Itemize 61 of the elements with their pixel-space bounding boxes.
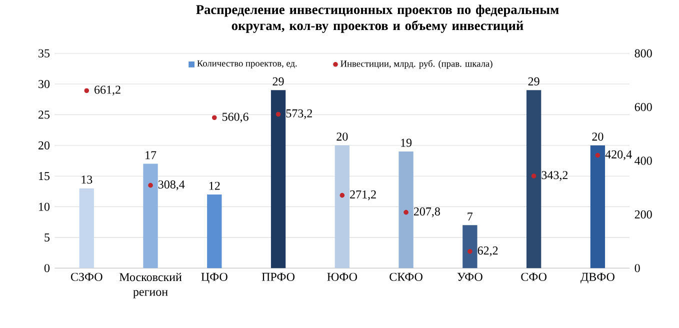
x-tick-label: СЗФО: [70, 272, 102, 281]
data-label: 560,6: [222, 112, 248, 122]
data-label: 20: [336, 132, 348, 141]
data-label: 17: [146, 151, 156, 160]
y-tick-label: 30: [38, 80, 50, 88]
legend-label: Количество проектов, ед.: [197, 60, 297, 68]
y-tick-label: 15: [39, 172, 50, 180]
bar: [526, 90, 542, 268]
point: [212, 115, 217, 120]
point: [340, 192, 345, 198]
y2-tick-label: 200: [634, 210, 652, 218]
data-label: 308,4: [158, 180, 185, 190]
bar: [79, 188, 94, 268]
y-tick-label: 25: [38, 110, 50, 119]
data-label: 29: [272, 77, 284, 86]
data-label: 207,8: [414, 207, 440, 218]
data-label: 573,2: [286, 109, 312, 120]
data-label: 62,2: [478, 246, 498, 256]
x-tick-label: УФО: [457, 272, 482, 281]
x-tick-label: ЮФО: [327, 272, 357, 281]
point: [276, 112, 281, 117]
point: [531, 174, 536, 178]
bar: [462, 225, 478, 268]
y2-tick-label: 0: [634, 264, 640, 272]
data-label: 12: [209, 182, 220, 190]
chart-title: Распределение инвестиционных проектов по федеральным округам, кол-ву проектов и объему инвестиций: [196, 4, 559, 33]
y-tick-label: 35: [38, 49, 50, 58]
x-tick-label: Московский регион: [119, 272, 182, 298]
bar: [590, 145, 606, 268]
bar: [398, 151, 414, 268]
bar: [334, 145, 350, 268]
data-label: 20: [592, 132, 604, 141]
point: [404, 210, 408, 215]
point: [595, 152, 600, 158]
x-tick-label: СКФО: [390, 272, 422, 281]
data-label: 271,2: [350, 190, 376, 200]
data-label: 661,2: [94, 86, 120, 96]
legend-label: Инвестиции, млрд. руб. (прав. шкала): [340, 60, 492, 69]
x-tick-label: СФО: [521, 272, 546, 281]
point: [148, 182, 153, 188]
x-tick-label: ДВФО: [580, 272, 614, 284]
y2-tick-label: 800: [634, 49, 652, 58]
y-tick-label: 5: [44, 233, 50, 242]
data-label: 420,4: [605, 150, 632, 160]
point: [84, 88, 90, 93]
data-label: 343,2: [542, 171, 568, 181]
data-label: 13: [82, 175, 92, 184]
data-label: 29: [528, 77, 540, 86]
y-tick-label: 0: [44, 264, 50, 272]
y2-tick-label: 400: [634, 156, 652, 165]
x-tick-label: ЦФО: [201, 272, 228, 284]
point: [468, 248, 472, 254]
y-tick-label: 10: [39, 202, 50, 211]
data-label: 7: [468, 212, 473, 220]
x-tick-label: ПРФО: [262, 272, 295, 281]
bar: [270, 90, 286, 268]
bar: [207, 194, 222, 268]
bar: [143, 164, 158, 268]
data-label: 19: [401, 138, 412, 147]
y2-tick-label: 600: [634, 102, 652, 112]
y-tick-label: 20: [38, 141, 50, 150]
